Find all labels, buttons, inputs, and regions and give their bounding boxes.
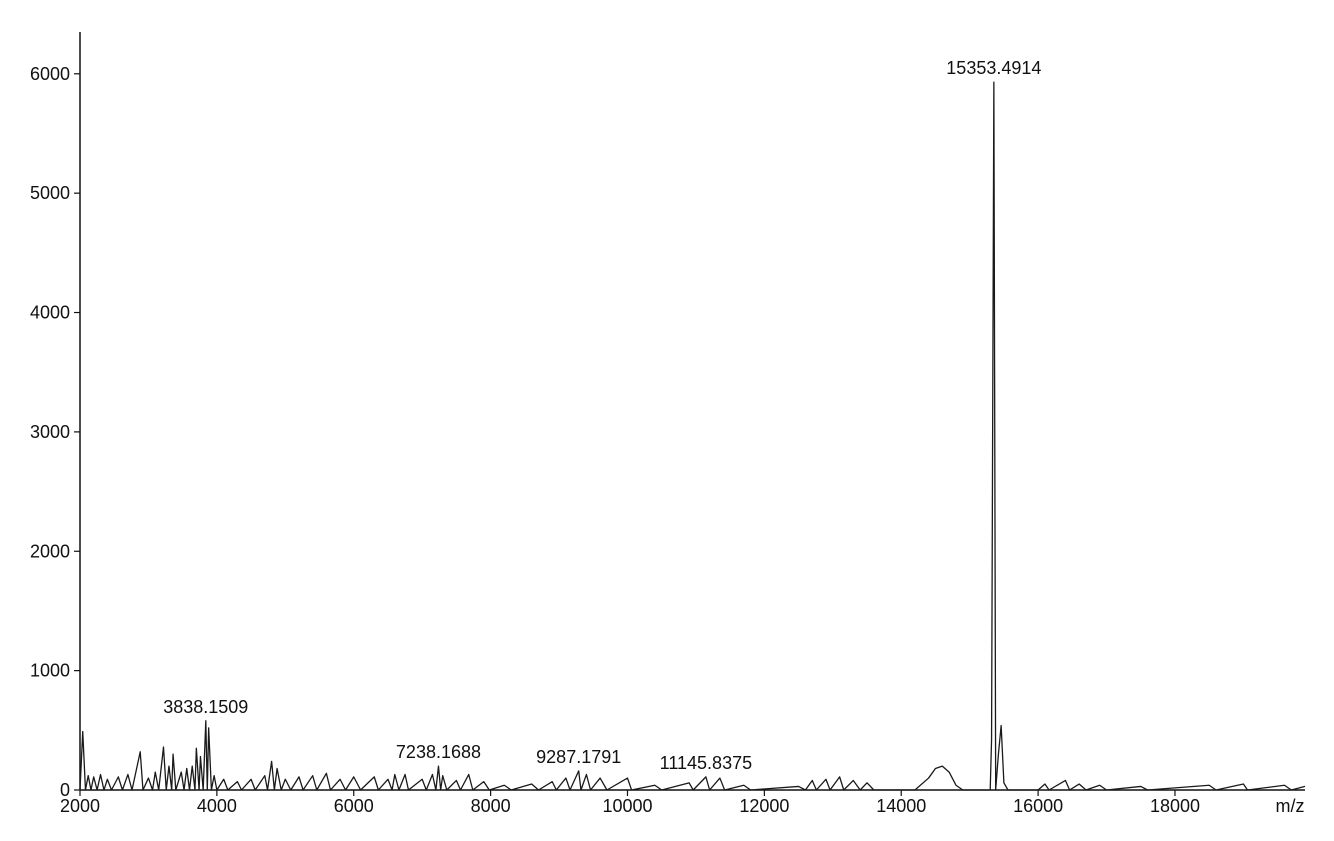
x-tick-label: 12000 <box>739 796 789 816</box>
x-tick-label: 4000 <box>197 796 237 816</box>
x-tick-label: 10000 <box>602 796 652 816</box>
peak-label: 9287.1791 <box>536 747 621 767</box>
peak-label: 15353.4914 <box>946 58 1041 78</box>
x-tick-label: 16000 <box>1013 796 1063 816</box>
peak-label: 3838.1509 <box>163 697 248 717</box>
spectrum-line <box>79 81 1306 791</box>
x-tick-label: 8000 <box>471 796 511 816</box>
x-tick-label: 14000 <box>876 796 926 816</box>
y-tick-label: 3000 <box>30 422 70 442</box>
x-tick-label: 6000 <box>334 796 374 816</box>
y-tick-label: 4000 <box>30 303 70 323</box>
y-tick-label: 1000 <box>30 661 70 681</box>
peak-label: 11145.8375 <box>660 753 752 773</box>
y-tick-label: 5000 <box>30 183 70 203</box>
y-tick-label: 2000 <box>30 541 70 561</box>
x-tick-label: 2000 <box>60 796 100 816</box>
y-tick-label: 0 <box>60 780 70 800</box>
x-tick-label: 18000 <box>1150 796 1200 816</box>
peak-label: 7238.1688 <box>396 742 481 762</box>
x-axis-label: m/z <box>1276 796 1305 816</box>
y-tick-label: 6000 <box>30 64 70 84</box>
